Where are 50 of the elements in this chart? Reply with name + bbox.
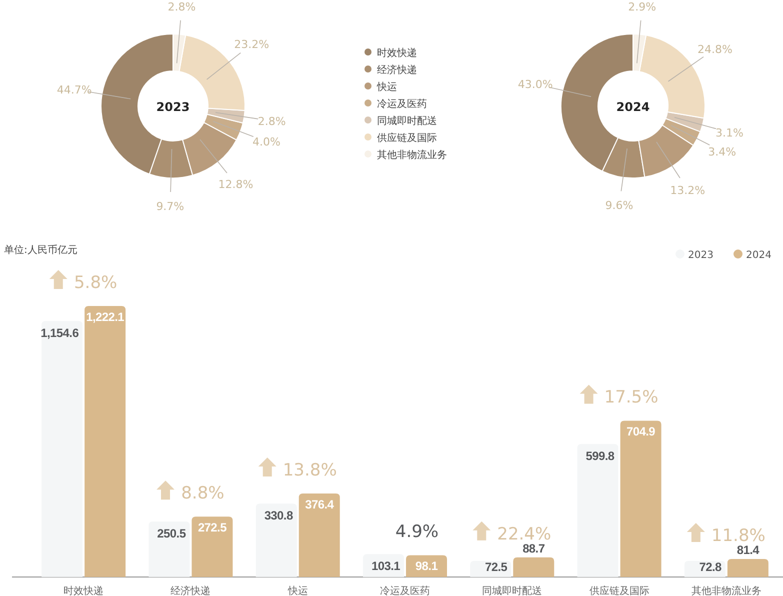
text: 2024 (616, 100, 650, 114)
annotation: 8.8% (181, 484, 224, 504)
legend-label: 2023 (688, 250, 714, 261)
data-label: 12.8% (218, 178, 254, 191)
legend-label: 快运 (376, 81, 397, 93)
data-label: 24.8% (698, 42, 732, 56)
legend-label: 时效快递 (377, 47, 417, 59)
data-label: 3.4% (708, 145, 736, 158)
data-label: 2.8% (258, 115, 286, 128)
x-tick-label: 快运 (286, 585, 308, 596)
annotation: 17.5% (604, 388, 658, 408)
data-label: 44.7% (56, 83, 92, 96)
data-label: 250.5 (157, 526, 186, 540)
data-label: 1,154.6 (40, 326, 80, 340)
data-label: 72.8 (699, 560, 722, 574)
data-label: 4.0% (252, 136, 280, 149)
legend-label: 同城即时配送 (377, 115, 437, 127)
legend-label: 冷运及医药 (377, 98, 427, 110)
annotation: 4.9% (395, 522, 439, 542)
legend-label: 其他非物流业务 (377, 149, 447, 161)
y-axis-title: 单位:人民币亿元 (4, 244, 78, 256)
data-label: 9.7% (156, 200, 184, 213)
data-label: 1,222.1 (86, 310, 125, 324)
x-tick-label: 同城即时配送 (482, 585, 542, 596)
data-label: 272.5 (198, 520, 228, 535)
legend-label: 经济快递 (377, 64, 417, 76)
legend-label: 2024 (746, 250, 772, 261)
data-label: 13.2% (670, 184, 706, 197)
data-label: 330.8 (264, 508, 294, 523)
x-tick-label: 冷运及医药 (380, 585, 430, 596)
text: 2023 (156, 100, 190, 114)
x-tick-label: 经济快递 (170, 585, 211, 596)
data-label: 43.0% (518, 78, 553, 92)
data-label: 599.8 (586, 448, 615, 463)
data-label: 72.5 (484, 560, 508, 574)
data-label: 9.6% (605, 199, 634, 212)
data-label: 3.1% (715, 126, 744, 140)
data-label: 2.9% (628, 0, 656, 14)
data-label: 23.2% (234, 38, 270, 52)
data-label: 98.1 (415, 559, 438, 574)
data-label: 2.8% (168, 0, 196, 14)
x-tick-label: 供应链及国际 (589, 585, 650, 596)
annotation: 5.8% (74, 273, 118, 293)
annotation: 13.8% (282, 460, 337, 481)
data-label: 376.4 (305, 498, 334, 512)
x-tick-label: 时效快递 (64, 585, 104, 596)
legend-label: 供应链及国际 (377, 132, 437, 144)
x-tick-label: 其他非物流业务 (691, 585, 762, 596)
data-label: 704.9 (626, 424, 656, 439)
data-label: 103.1 (371, 559, 401, 574)
